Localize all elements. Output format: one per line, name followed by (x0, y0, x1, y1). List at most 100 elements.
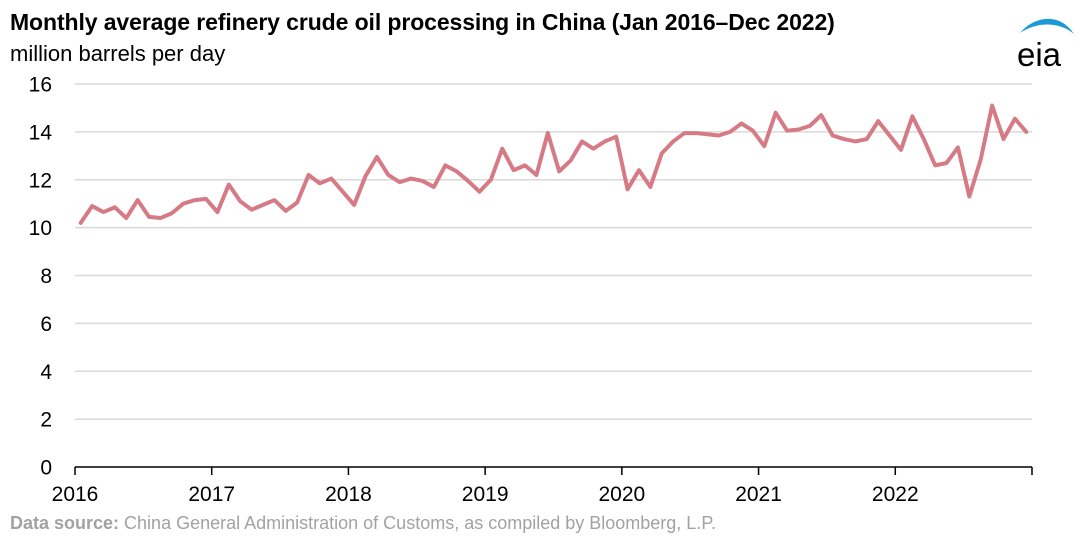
y-tick-label-0: 0 (40, 457, 52, 480)
logo-swoosh (1020, 18, 1074, 34)
logo-text: eia (1017, 36, 1062, 70)
data-point (683, 131, 687, 135)
data-point (512, 168, 516, 172)
data-point (990, 104, 994, 108)
data-point (1013, 117, 1017, 121)
data-point (762, 144, 766, 148)
data-point (922, 137, 926, 141)
data-point (819, 113, 823, 117)
data-point (238, 199, 242, 203)
series-line (78, 103, 1029, 225)
data-point (364, 174, 368, 178)
data-point (420, 179, 424, 183)
data-point (409, 177, 413, 181)
data-point (261, 203, 265, 207)
data-point (967, 195, 971, 199)
data-point (113, 205, 117, 209)
data-point (899, 148, 903, 152)
data-point (477, 190, 481, 194)
data-source-text: China General Administration of Customs,… (119, 513, 717, 533)
y-axis-unit-label: million barrels per day (10, 41, 226, 66)
data-point (910, 114, 914, 118)
data-point (455, 169, 459, 173)
data-point (90, 204, 94, 208)
data-point (546, 131, 550, 135)
data-point (170, 211, 174, 215)
data-point (329, 177, 333, 181)
data-point (136, 198, 140, 202)
data-point (796, 127, 800, 131)
x-tick-label-2018: 2018 (325, 483, 372, 506)
data-point (466, 179, 470, 183)
data-point (728, 130, 732, 134)
eia-logo: eia (1017, 18, 1074, 70)
x-tick-label-2021: 2021 (735, 483, 782, 506)
y-tick-label-10: 10 (29, 217, 52, 240)
data-point (580, 139, 584, 143)
data-point (569, 159, 573, 163)
data-point (1024, 130, 1028, 134)
data-point (648, 185, 652, 189)
data-point (751, 129, 755, 133)
data-point (956, 145, 960, 149)
y-tick-label-8: 8 (40, 265, 52, 288)
data-point (386, 173, 390, 177)
data-point (945, 161, 949, 165)
x-tick-label-2020: 2020 (598, 483, 645, 506)
data-point (671, 139, 675, 143)
data-point (318, 181, 322, 185)
data-point (215, 210, 219, 214)
data-point (500, 147, 504, 151)
data-point (785, 129, 789, 133)
data-point (808, 124, 812, 128)
data-point (272, 198, 276, 202)
data-point (534, 173, 538, 177)
y-tick-label-6: 6 (40, 313, 52, 336)
data-point (432, 185, 436, 189)
data-point (101, 210, 105, 214)
data-point (124, 216, 128, 220)
data-point (637, 168, 641, 172)
data-point (853, 139, 857, 143)
data-point (842, 137, 846, 141)
data-point (694, 131, 698, 135)
data-point (443, 163, 447, 167)
data-point (79, 221, 83, 225)
data-source-label: Data source: (10, 513, 120, 533)
series-layer (78, 103, 1029, 225)
x-axis: 2016 2017 2018 2019 2020 2021 2022 (52, 466, 1033, 506)
data-point (831, 133, 835, 137)
data-point (1002, 137, 1006, 141)
data-point (398, 180, 402, 184)
data-point (603, 139, 607, 143)
x-tick-label-2017: 2017 (188, 483, 235, 506)
data-point (591, 147, 595, 151)
data-point (158, 216, 162, 220)
data-point (307, 173, 311, 177)
data-point (341, 190, 345, 194)
x-tick-label-2019: 2019 (462, 483, 509, 506)
x-tick-label-2022: 2022 (872, 483, 919, 506)
y-tick-label-12: 12 (29, 169, 52, 192)
data-point (284, 209, 288, 213)
data-point (626, 187, 630, 191)
data-point (352, 203, 356, 207)
data-point (774, 111, 778, 115)
data-point (489, 178, 493, 182)
data-point (295, 200, 299, 204)
data-point (660, 151, 664, 155)
data-point (876, 119, 880, 123)
y-tick-label-16: 16 (29, 74, 52, 97)
data-point (865, 137, 869, 141)
data-source-note: Data source: China General Administratio… (10, 513, 716, 534)
data-point (181, 202, 185, 206)
data-point (888, 133, 892, 137)
data-point (250, 208, 254, 212)
data-point (193, 198, 197, 202)
data-point (147, 215, 151, 219)
y-tick-label-2: 2 (40, 409, 52, 432)
data-point (204, 197, 208, 201)
data-point (717, 133, 721, 137)
data-point (557, 169, 561, 173)
